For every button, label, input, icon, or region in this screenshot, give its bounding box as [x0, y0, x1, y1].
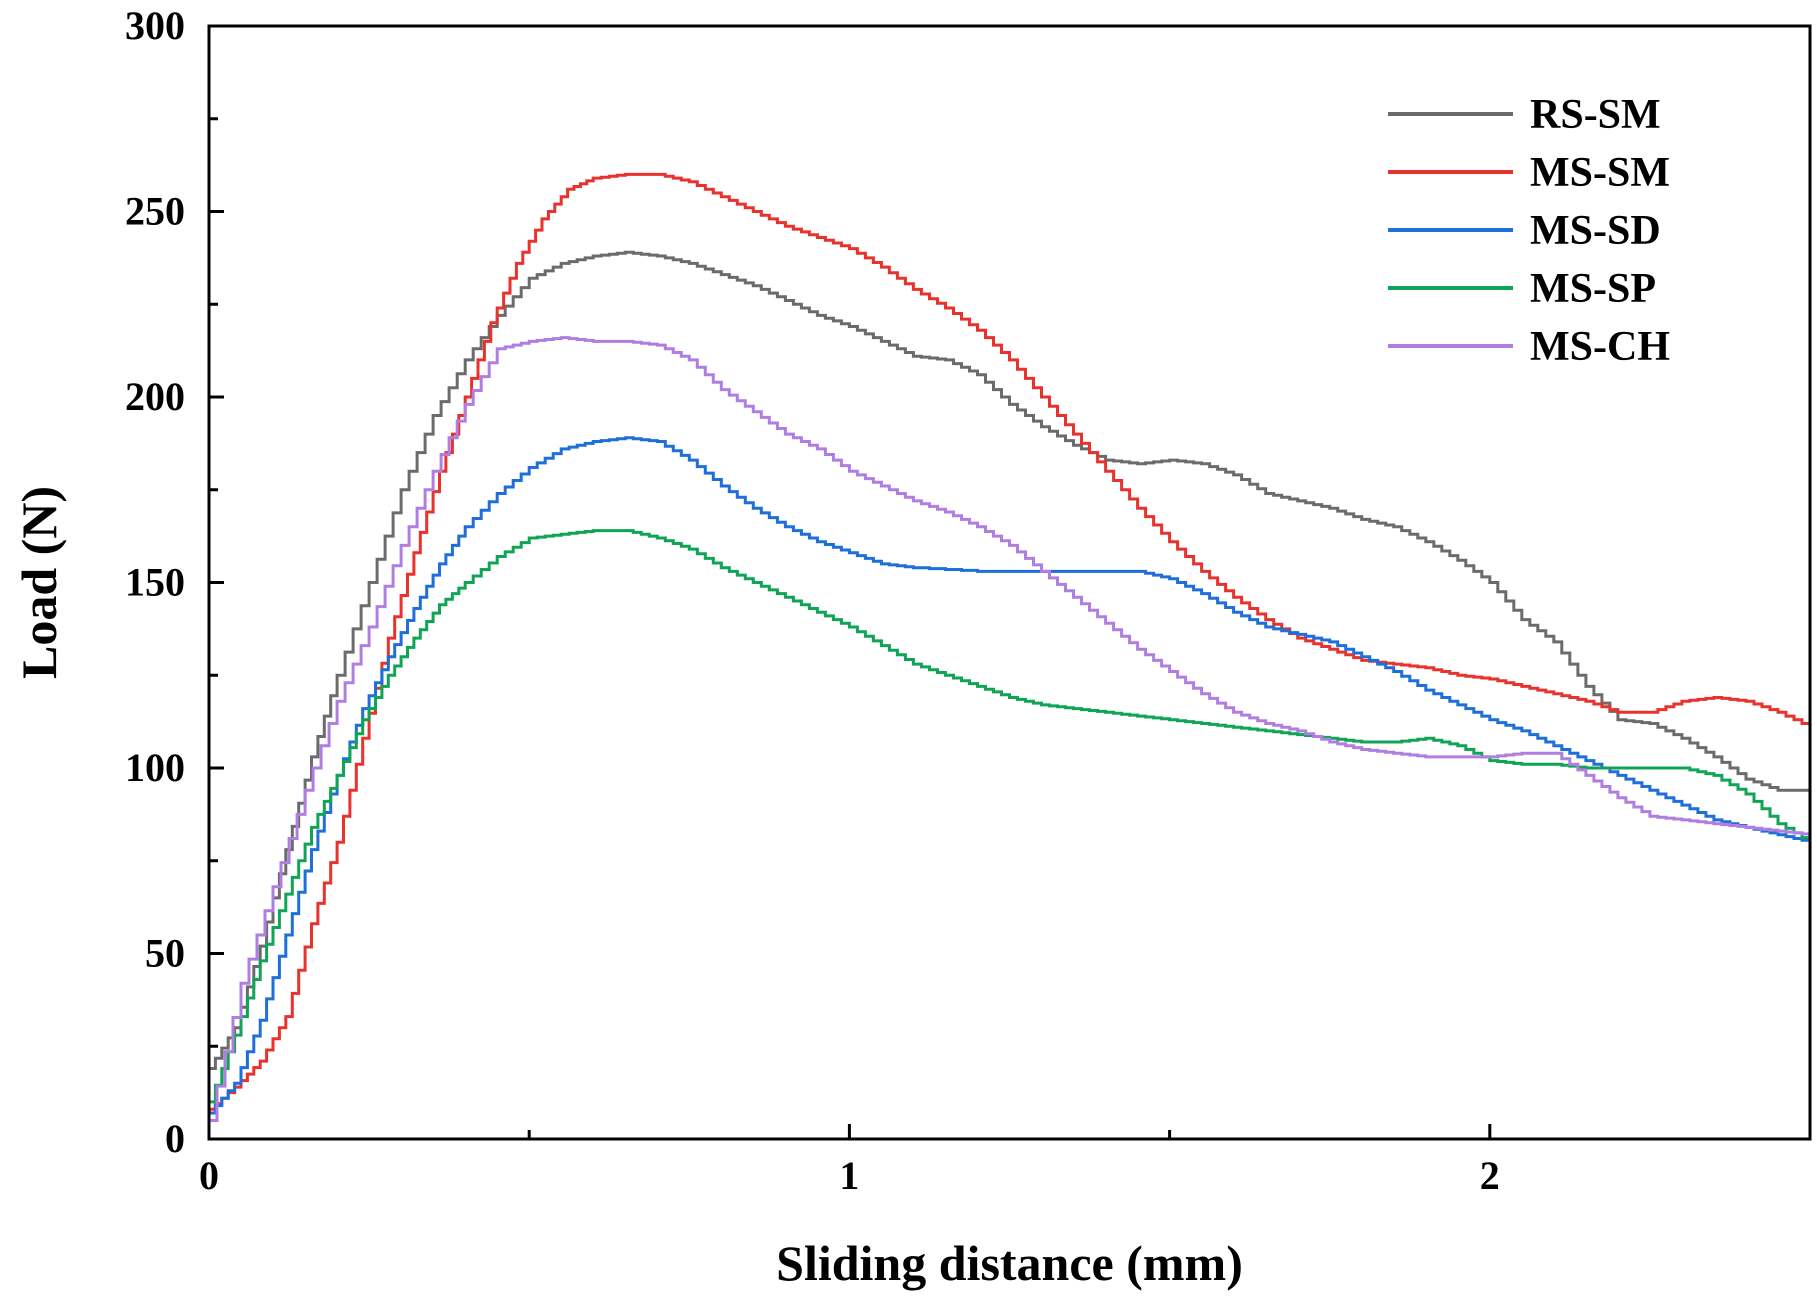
legend-label-ms-sm: MS-SM — [1530, 150, 1670, 196]
legend-label-ms-sp: MS-SP — [1530, 266, 1656, 312]
y-tick-label: 200 — [125, 374, 185, 419]
x-tick-label: 0 — [199, 1153, 219, 1198]
legend-label-ms-sd: MS-SD — [1530, 208, 1661, 254]
legend-label-rs-sm: RS-SM — [1530, 92, 1661, 138]
series-line-ms-sm — [209, 172, 1812, 1111]
y-tick-label: 150 — [125, 560, 185, 605]
x-axis-title: Sliding distance (mm) — [776, 1235, 1243, 1291]
y-tick-label: 250 — [125, 189, 185, 234]
y-tick-label: 50 — [145, 931, 185, 976]
legend-label-ms-ch: MS-CH — [1530, 324, 1670, 370]
series-line-ms-sp — [209, 529, 1812, 1104]
series-line-rs-sm — [209, 250, 1810, 1070]
ticks-layer — [207, 24, 1492, 1141]
y-axis-title: Load (N) — [11, 486, 67, 679]
tick-labels-layer: 0 1 2 0 50 100 150 200 250 300 — [125, 3, 1500, 1198]
x-tick-label: 1 — [839, 1153, 859, 1198]
legend: RS-SM MS-SM MS-SD MS-SP MS-CH — [1388, 92, 1670, 370]
series-line-ms-ch — [209, 336, 1812, 1122]
y-tick-label: 100 — [125, 745, 185, 790]
y-tick-label: 0 — [165, 1116, 185, 1161]
y-tick-label: 300 — [125, 3, 185, 48]
x-tick-label: 2 — [1480, 1153, 1500, 1198]
series-line-ms-sd — [209, 436, 1812, 1115]
series-layer — [209, 172, 1812, 1122]
